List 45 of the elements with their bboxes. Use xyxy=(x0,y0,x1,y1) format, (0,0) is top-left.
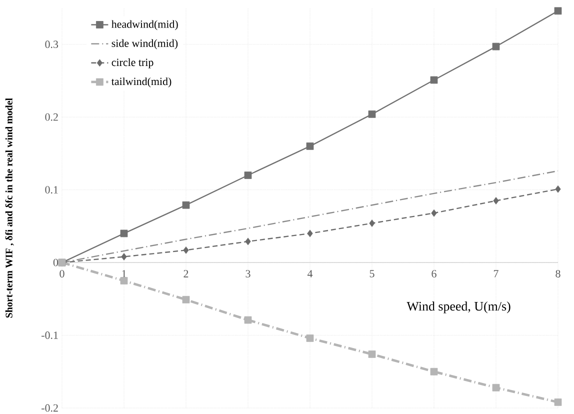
point xyxy=(244,316,252,324)
point xyxy=(244,172,252,179)
x-tick-label: 5 xyxy=(370,270,374,278)
point xyxy=(120,277,128,284)
x-tick-label: 4 xyxy=(307,270,313,278)
point xyxy=(431,209,437,217)
point xyxy=(492,42,500,50)
x-axis-title: Wind speed, U(m/s) xyxy=(406,302,510,314)
y-tick-label: 0.3 xyxy=(45,40,58,48)
point xyxy=(493,197,499,204)
point xyxy=(492,384,500,392)
point xyxy=(183,246,189,254)
legend-label: tailwind(mid) xyxy=(111,77,172,88)
point xyxy=(430,76,438,84)
point xyxy=(307,230,313,238)
x-tick-label: 1 xyxy=(122,270,126,278)
x-tick-label: 8 xyxy=(556,270,560,278)
x-tick-label: 0 xyxy=(60,270,64,278)
x-tick-label: 3 xyxy=(246,270,250,278)
point xyxy=(554,7,562,15)
y-axis-title: Short-term WIF , δfi and δfc in the real wind model xyxy=(5,98,14,318)
y-tick-label: -0.1 xyxy=(42,332,58,339)
point xyxy=(430,368,438,376)
point xyxy=(554,398,562,406)
point xyxy=(120,230,128,238)
legend-label: side wind(mid) xyxy=(112,39,178,50)
y-tick-label: 0.1 xyxy=(45,186,58,194)
point xyxy=(368,110,376,118)
point xyxy=(121,253,127,260)
point xyxy=(182,201,190,209)
x-tick-label: 6 xyxy=(432,270,436,278)
point xyxy=(555,185,561,193)
legend-label: headwind(mid) xyxy=(111,20,178,30)
y-tick-label: 0.2 xyxy=(45,113,58,121)
x-tick-label: 2 xyxy=(184,270,188,278)
point xyxy=(369,220,375,227)
y-tick-label: 0 xyxy=(53,258,58,266)
legend-label: circle trip xyxy=(112,58,154,68)
x-tick-label: 7 xyxy=(494,270,498,278)
y-tick-label: -0.2 xyxy=(42,404,58,412)
point xyxy=(306,334,314,342)
point xyxy=(368,350,376,358)
point xyxy=(306,142,314,150)
point xyxy=(245,238,251,246)
point xyxy=(182,296,190,304)
